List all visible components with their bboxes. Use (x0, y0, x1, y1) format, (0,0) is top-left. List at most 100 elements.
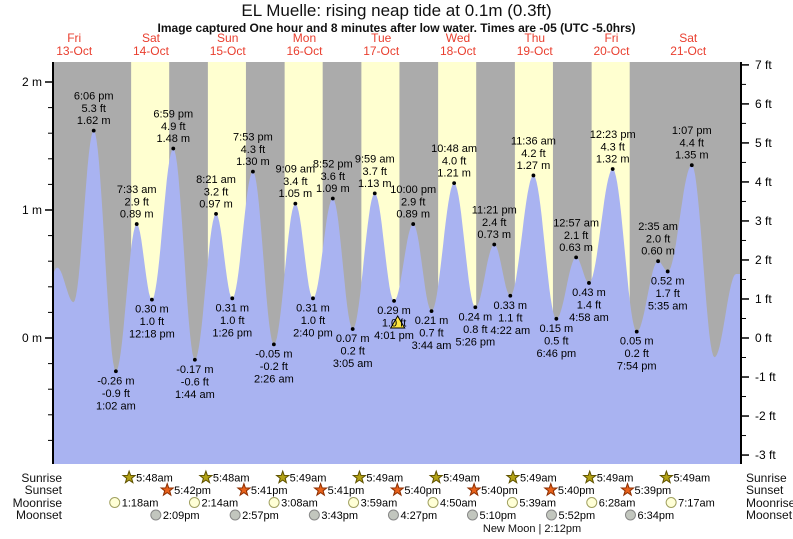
high-tide-annotation: 1.62 m (77, 115, 111, 127)
low-tide-annotation: 1.4 ft (577, 299, 601, 311)
right-axis-tick-label: 5 ft (755, 136, 772, 150)
high-tide-annotation: 5.3 ft (81, 103, 105, 115)
tide-extreme-dot (665, 269, 670, 274)
sunset-star-icon (543, 482, 559, 497)
high-tide-annotation: 4.0 ft (442, 156, 466, 168)
high-tide-annotation: 3.7 ft (363, 166, 387, 178)
day-name-label: Wed (446, 31, 470, 45)
tide-extreme-dot (587, 281, 591, 285)
sunset-star-icon (619, 482, 636, 497)
low-tide-annotation: 12:18 pm (129, 329, 175, 341)
high-tide-annotation: 8:52 pm (313, 158, 353, 170)
day-date-label: 14-Oct (133, 44, 170, 58)
low-tide-annotation: 0.52 m (651, 275, 685, 287)
day-date-label: 21-Oct (670, 44, 707, 58)
tide-extreme-dot (689, 163, 694, 168)
low-tide-annotation: -0.2 ft (260, 361, 288, 373)
low-tide-annotation: 1:26 pm (212, 327, 252, 339)
low-tide-annotation: 1.0 ft (220, 315, 244, 327)
high-tide-annotation: 1.27 m (517, 160, 551, 172)
low-tide-annotation: -0.17 m (176, 364, 213, 376)
sunrise-star-icon (505, 469, 521, 484)
moonset-time-label: 5:10pm (479, 510, 516, 522)
high-tide-annotation: 0.97 m (199, 198, 233, 210)
tide-extreme-dot (411, 222, 416, 226)
sunset-time-label: 5:42pm (174, 485, 211, 497)
high-tide-annotation: 4.3 ft (600, 142, 624, 154)
day-name-label: Fri (604, 31, 618, 45)
sunrise-star-icon (428, 469, 444, 484)
tide-extreme-dot (330, 196, 335, 201)
low-tide-annotation: 1.0 ft (301, 315, 325, 327)
low-tide-annotation: 0.24 m (459, 311, 493, 323)
tide-extreme-dot (429, 309, 434, 314)
high-tide-annotation: 1.30 m (236, 156, 270, 168)
high-tide-annotation: 0.89 m (120, 209, 154, 221)
high-tide-annotation: 2.4 ft (482, 217, 506, 229)
tide-extreme-dot (271, 342, 276, 347)
high-tide-annotation: 2.9 ft (124, 197, 148, 209)
high-tide-annotation: 6:06 pm (74, 91, 114, 103)
tide-extreme-dot (508, 293, 513, 298)
left-axis-tick-label: 1 m (22, 203, 42, 217)
high-tide-annotation: 3.6 ft (321, 171, 345, 183)
tide-extreme-dot (452, 181, 457, 186)
low-tide-annotation: 4:01 pm (374, 330, 414, 342)
page-title: EL Muelle: rising neap tide at 0.1m (0.3… (241, 1, 552, 20)
moonset-moon-icon (466, 509, 478, 521)
tide-extreme-dot (91, 128, 96, 133)
high-tide-annotation: 6:59 pm (153, 109, 193, 121)
sunrise-star-icon (658, 469, 674, 484)
low-tide-annotation: 1.0 ft (140, 316, 164, 328)
high-tide-annotation: 4.9 ft (161, 121, 185, 133)
sunrise-time-label: 5:49am (520, 473, 557, 485)
high-tide-annotation: 1:07 pm (672, 125, 712, 137)
sunset-row-label-right: Sunset (746, 483, 784, 497)
low-tide-annotation: 1.1 ft (498, 312, 522, 324)
high-tide-annotation: 2:35 am (638, 221, 678, 233)
high-tide-annotation: 1.09 m (316, 183, 350, 195)
sunset-star-icon (466, 482, 482, 497)
low-tide-annotation: 0.31 m (215, 302, 249, 314)
sunrise-time-label: 5:49am (366, 473, 403, 485)
day-date-label: 15-Oct (210, 44, 247, 58)
high-tide-annotation: 3.2 ft (204, 186, 228, 198)
low-tide-annotation: -0.6 ft (181, 376, 209, 388)
moonrise-moon-icon (427, 497, 439, 508)
high-tide-annotation: 1.35 m (675, 150, 709, 162)
moonset-time-label: 2:09pm (163, 510, 200, 522)
moonrise-time-label: 5:39am (519, 498, 556, 510)
right-axis-tick-label: 3 ft (755, 214, 772, 228)
tide-extreme-dot (574, 255, 579, 260)
high-tide-annotation: 4.2 ft (521, 148, 545, 160)
sunset-time-label: 5:40pm (558, 485, 595, 497)
day-name-label: Mon (293, 31, 316, 45)
low-tide-annotation: 6:46 pm (536, 348, 576, 360)
moonset-row-label-right: Moonset (746, 508, 793, 522)
high-tide-annotation: 8:21 am (196, 174, 236, 186)
day-name-label: Thu (524, 31, 545, 45)
sunset-star-icon (313, 482, 329, 497)
moonrise-moon-icon (188, 497, 200, 508)
high-tide-annotation: 2.0 ft (646, 234, 670, 246)
sunrise-time-label: 5:49am (443, 473, 480, 485)
high-tide-annotation: 1.05 m (279, 188, 313, 200)
low-tide-annotation: 2:26 am (254, 373, 294, 385)
moonrise-moon-icon (586, 497, 598, 508)
moonset-row-label-left: Moonset (15, 508, 62, 522)
low-tide-annotation: 0.33 m (493, 300, 527, 312)
high-tide-annotation: 3.4 ft (283, 176, 307, 188)
day-date-label: 19-Oct (517, 44, 554, 58)
high-tide-annotation: 1.48 m (156, 133, 190, 145)
low-tide-annotation: 0.15 m (540, 323, 574, 335)
day-date-label: 18-Oct (440, 44, 477, 58)
sunrise-star-icon (275, 469, 291, 484)
tide-extreme-dot (531, 173, 536, 178)
right-axis-tick-label: -1 ft (755, 370, 776, 384)
moonrise-time-label: 3:08am (281, 498, 318, 510)
right-axis-tick-label: 1 ft (755, 292, 772, 306)
tide-extreme-dot (171, 146, 176, 151)
moonset-time-label: 5:52pm (558, 510, 595, 522)
sunset-time-label: 5:40pm (404, 485, 441, 497)
moonset-time-label: 6:34pm (637, 510, 674, 522)
